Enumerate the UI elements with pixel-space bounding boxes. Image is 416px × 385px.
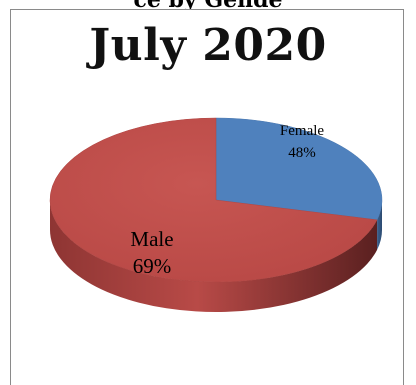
- pie-label-female-value: 48%: [288, 145, 316, 161]
- pie-wall-male: [49, 200, 378, 313]
- pie-slice-male: [49, 117, 378, 283]
- pie-top-surfaces: [49, 117, 383, 283]
- pie-label-female-name: Female: [280, 123, 324, 139]
- pie-wall-female: [377, 200, 382, 250]
- pie-label-male-name: Male: [130, 227, 173, 251]
- pie-side-walls: [49, 200, 382, 313]
- chart-title: July 2020: [89, 20, 327, 71]
- pie-slice-female: [215, 117, 383, 221]
- pie-label-male-value: 69%: [133, 254, 172, 278]
- pie-labels: Female 48% Male 69%: [130, 123, 324, 278]
